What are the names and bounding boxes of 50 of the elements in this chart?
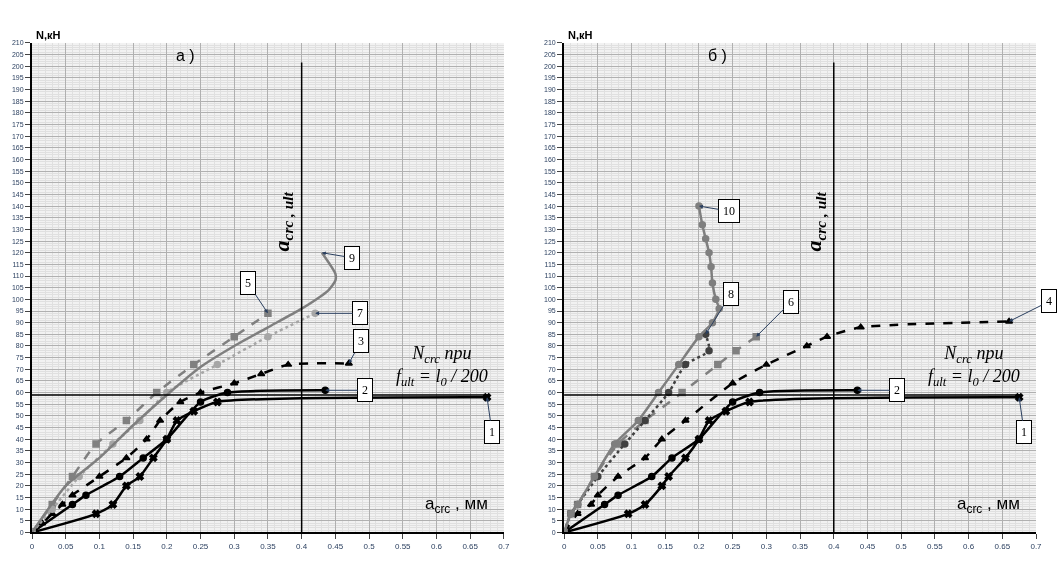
x-tick-label: 0.25 [192,542,209,552]
text: 2 [894,383,900,397]
x-tick-label: 0.5 [363,542,376,552]
x-tick-label: 0.15 [657,542,674,552]
text: 7 [357,306,363,320]
y-axis-title: N,кН [36,29,61,41]
x-tick-label: 0.3 [760,542,773,552]
x-tick-label: 0.3 [228,542,241,552]
x-tick-label: 0.4 [828,542,840,552]
x-tick-label: 0.2 [161,542,173,552]
x-tick-label: 0.65 [994,542,1011,552]
x-tick-label: 0.2 [693,542,706,552]
x-tick-label: 0 [561,542,567,552]
x-tick-label: 0.6 [430,542,443,552]
x-tick-label: 0.35 [792,542,809,552]
x-tick-label: 0.6 [963,542,975,552]
x-axis-title: a$_{crc}$ , мм [425,494,488,516]
text: 2 [362,383,368,397]
series-label: 9 [349,251,355,265]
x-tick-label: 0.15 [125,542,142,552]
x-tick-label: 0.5 [895,542,908,552]
text: 1 [489,425,495,439]
text: 4 [1046,294,1052,308]
x-tick-label: 0.45 [327,542,344,552]
x-tick-label: 0.65 [462,542,479,552]
text: 8 [728,287,734,301]
x-tick-label: 0.25 [724,542,741,552]
series-label: 3 [358,334,364,348]
x-tick-label: 0.1 [625,542,638,552]
text: 6 [788,295,794,309]
text: N$_{crc}$ при f$_{ult}$ = l$_{0}$ / 200 [396,343,488,390]
x-axis-title: a$_{crc}$ , мм [957,494,1020,516]
chart-title: б ) [708,47,727,64]
chart-title: а ) [176,47,195,64]
x-tick-label: 0.4 [296,542,308,552]
x-tick-label: 0.1 [93,542,106,552]
x-tick-label: 0.7 [498,542,510,552]
x-tick-label: 0.7 [1030,542,1043,552]
x-tick-label: 0.05 [590,542,607,552]
text: N$_{crc}$ при f$_{ult}$ = l$_{0}$ / 200 [928,343,1020,390]
x-tick-label: 0 [29,542,35,552]
text: 5 [245,276,251,290]
x-tick-label: 0.55 [394,542,412,552]
x-tick-label: 0.35 [260,542,277,552]
y-axis-title: N,кН [568,29,593,41]
series-label: 10 [723,204,735,218]
x-tick-label: 0.45 [859,542,876,552]
x-tick-label: 0.55 [927,542,944,552]
text: 1 [1021,425,1027,439]
x-tick-label: 0.05 [57,542,75,552]
